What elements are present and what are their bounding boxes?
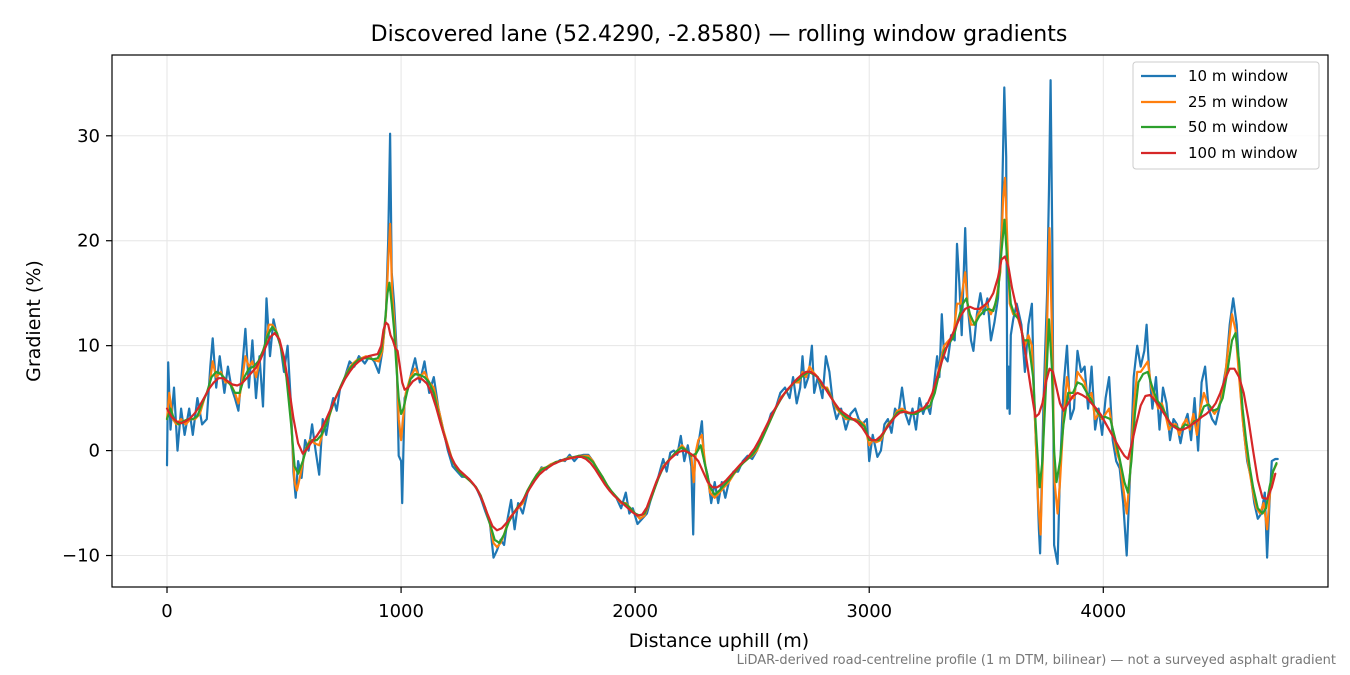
axes-frame (111, 54, 1329, 588)
y-tick-label: 30 (77, 126, 100, 147)
y-tick-label: 20 (77, 231, 100, 252)
y-tick-label: 10 (77, 336, 100, 357)
chart-title: Discovered lane (52.4290, -2.8580) — rol… (371, 22, 1068, 47)
y-axis-label: Gradient (%) (23, 260, 45, 382)
legend-box (1132, 61, 1320, 170)
x-tick-label: 3000 (846, 601, 892, 622)
y-tick-label: 0 (89, 441, 100, 462)
x-tick-label: 1000 (378, 601, 424, 622)
legend: 10 m window 25 m window 50 m window 100 … (1132, 61, 1320, 170)
x-tick-label: 4000 (1080, 601, 1126, 622)
series-50m-window (165, 218, 1278, 545)
footnote: LiDAR-derived road-centreline profile (1… (737, 653, 1336, 668)
series-lines (165, 79, 1279, 566)
axis-ticks: 0 1000 2000 3000 4000 −10 0 10 20 30 (62, 126, 1126, 622)
x-axis-label: Distance uphill (m) (629, 630, 809, 652)
legend-label-25m: 25 m window (1188, 93, 1288, 111)
x-tick-label: 0 (161, 601, 172, 622)
legend-label-50m: 50 m window (1188, 118, 1288, 136)
legend-label-10m: 10 m window (1188, 67, 1288, 85)
y-tick-label: −10 (62, 546, 100, 567)
grid (112, 55, 1328, 587)
x-tick-label: 2000 (612, 601, 658, 622)
legend-label-100m: 100 m window (1188, 144, 1298, 162)
series-100m-window (165, 255, 1277, 532)
